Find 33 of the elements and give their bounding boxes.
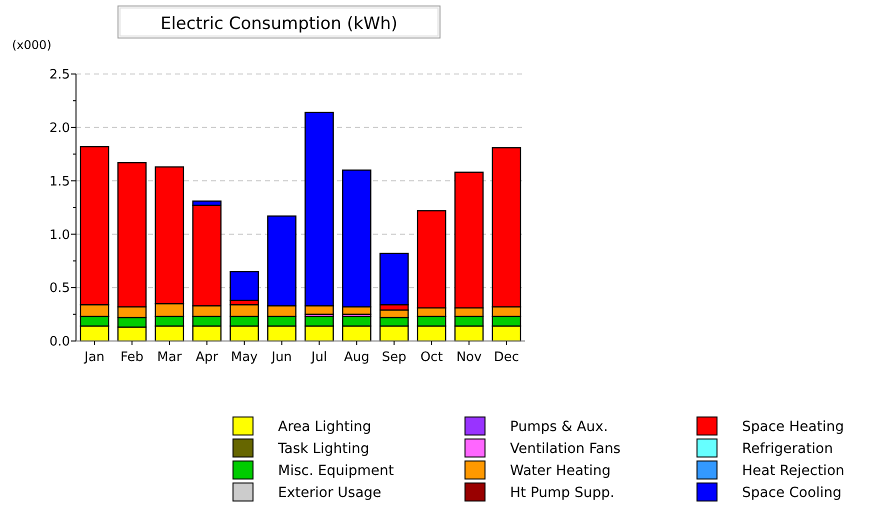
y-tick-label: 1.0 xyxy=(49,228,70,243)
y-axis-title: (x000) xyxy=(12,38,52,52)
legend-label: Exterior Usage xyxy=(278,484,382,501)
y-tick-label: 2.5 xyxy=(49,68,70,83)
y-tick-label: 2.0 xyxy=(49,120,70,136)
y-tick-label: 0.0 xyxy=(49,334,70,350)
x-tick-label: Nov xyxy=(456,350,482,365)
legend-label: Refrigeration xyxy=(742,440,833,457)
x-tick-label: Oct xyxy=(420,350,443,365)
legend-label: Space Cooling xyxy=(742,484,842,501)
legend-label: Pumps & Aux. xyxy=(510,418,608,435)
legend-label: Area Lighting xyxy=(278,418,372,435)
legend-label: Heat Rejection xyxy=(742,462,844,479)
x-tick-label: Sep xyxy=(382,350,406,365)
legend-label: Task Lighting xyxy=(277,440,370,457)
chart-title: Electric Consumption (kWh) xyxy=(160,14,398,34)
x-tick-label: May xyxy=(230,350,258,365)
legend-label: Space Heating xyxy=(742,418,844,435)
bar xyxy=(230,270,259,302)
x-tick-label: Apr xyxy=(196,350,219,365)
legend-label: Water Heating xyxy=(510,462,611,479)
x-tick-label: Aug xyxy=(344,350,370,365)
x-tick-label: Jan xyxy=(84,350,105,365)
legend-label: Misc. Equipment xyxy=(278,462,394,479)
x-tick-label: Jun xyxy=(270,350,292,365)
x-tick-label: Jul xyxy=(310,350,328,365)
y-tick-label: 0.5 xyxy=(49,281,70,296)
x-tick-label: Mar xyxy=(157,350,182,365)
legend-label: Ventilation Fans xyxy=(510,440,621,457)
legend-label: Ht Pump Supp. xyxy=(510,484,614,501)
x-tick-label: Feb xyxy=(120,350,144,365)
y-tick-label: 1.5 xyxy=(49,174,70,190)
x-tick-label: Dec xyxy=(494,350,520,365)
